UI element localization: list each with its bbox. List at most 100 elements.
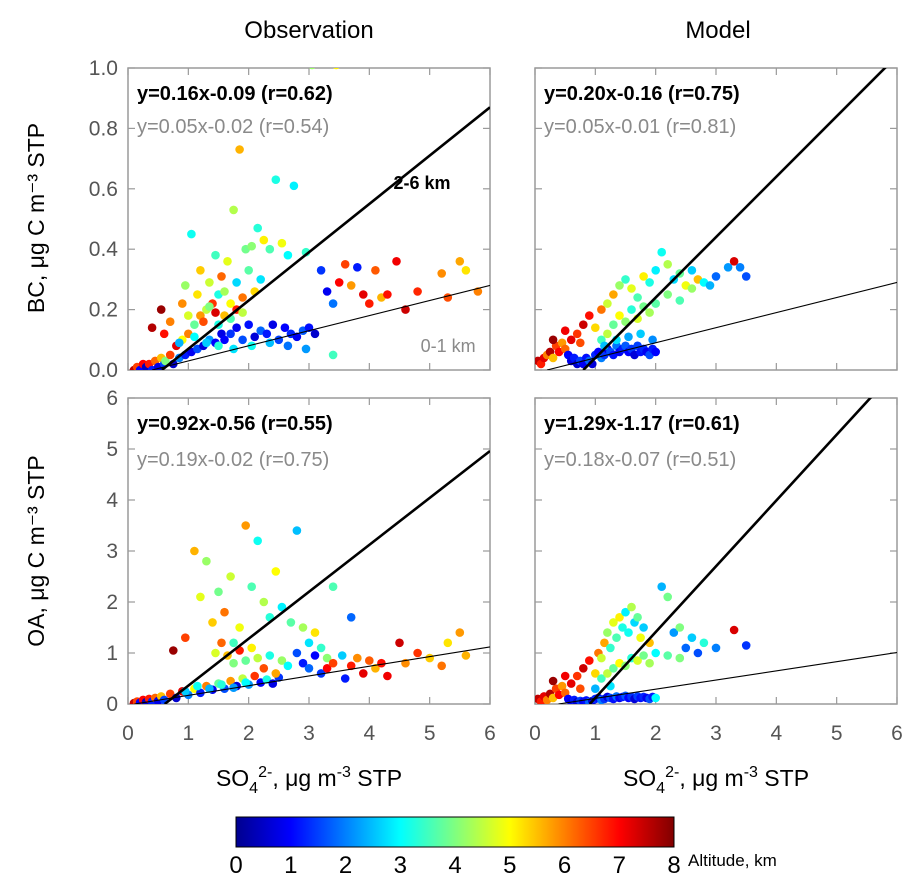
x-tick-label: 2	[243, 722, 255, 745]
fit-lines	[134, 449, 490, 704]
colorbar-tick-label: 1	[284, 852, 297, 877]
data-point	[645, 278, 654, 287]
data-point	[681, 643, 691, 653]
data-point	[741, 272, 751, 281]
data-point	[247, 643, 256, 653]
data-point	[184, 311, 193, 320]
data-point	[687, 284, 697, 293]
data-point	[308, 68, 316, 70]
data-point	[292, 526, 302, 535]
colorbar-tick-label: 4	[448, 852, 461, 877]
data-point	[576, 338, 585, 348]
data-point	[639, 272, 648, 281]
data-point	[576, 684, 585, 693]
data-point	[253, 536, 262, 546]
data-point	[359, 669, 368, 678]
colorbar-label: Altitude, km	[688, 851, 777, 870]
fit-line-low-altitude	[546, 281, 897, 370]
data-point	[322, 653, 332, 663]
data-point	[178, 299, 187, 308]
data-point	[639, 623, 648, 632]
data-point	[277, 656, 287, 665]
data-point	[199, 317, 208, 327]
data-point	[675, 296, 685, 305]
data-point	[238, 293, 247, 302]
data-point	[557, 681, 567, 691]
x-tick-labels: 0 1 2 3 4 5 6	[122, 722, 496, 745]
data-point	[223, 257, 232, 266]
data-point	[597, 305, 606, 314]
data-point	[283, 341, 293, 351]
colorbar-gradient	[235, 816, 675, 848]
data-point	[413, 648, 422, 658]
data-point	[259, 664, 269, 673]
data-point	[443, 638, 453, 648]
data-point	[229, 638, 238, 648]
data-point	[609, 320, 618, 330]
data-point	[271, 669, 281, 678]
fit-lines	[546, 68, 897, 370]
data-point	[627, 602, 636, 612]
data-point	[265, 244, 275, 254]
data-point	[253, 653, 262, 663]
data-point	[603, 299, 612, 308]
data-point	[340, 674, 350, 683]
data-point	[437, 269, 447, 278]
data-point	[337, 651, 347, 660]
scatter-points	[535, 247, 751, 369]
data-point	[455, 628, 465, 637]
data-point	[304, 664, 314, 673]
data-point	[217, 638, 226, 648]
y-tick-label: 2	[106, 591, 118, 614]
y-tick-label: 0	[106, 693, 118, 716]
data-point	[211, 648, 220, 658]
data-point	[437, 661, 447, 671]
data-point	[624, 628, 633, 637]
panel-model-oa: 0 1 2 3 4 5 6 y=1.29x-1.17 (r=0.61) y=0.18x-0.…	[529, 397, 903, 797]
data-point	[609, 664, 618, 673]
data-point	[220, 335, 229, 345]
fit-equation-high: y=0.16x-0.09 (r=0.62)	[137, 83, 333, 105]
data-point	[621, 607, 630, 617]
data-point	[627, 284, 636, 293]
data-point	[383, 671, 392, 681]
data-point	[699, 638, 709, 648]
x-axis-label: SO42-, μg m-3 STP	[623, 764, 809, 797]
panel-observation-oa: OA, μg C m⁻³ STP 0 1 2 3 4 5 6 0 1 2 3 4 5 6 y=0.92x…	[23, 387, 496, 797]
data-point	[165, 689, 175, 699]
data-point	[645, 308, 654, 317]
data-point	[651, 648, 660, 658]
data-point	[328, 299, 338, 308]
data-point	[271, 567, 281, 576]
colorbar-tick-label: 8	[667, 852, 680, 877]
data-point	[250, 332, 259, 342]
data-point	[413, 287, 422, 296]
data-point	[566, 335, 576, 345]
scatter-points	[129, 521, 471, 704]
data-point	[241, 521, 250, 530]
axis-ticks	[534, 67, 898, 371]
fit-line-high-altitude	[161, 106, 490, 370]
data-point	[301, 344, 311, 354]
data-point	[229, 658, 238, 668]
x-tick-label: 5	[831, 722, 843, 745]
data-point	[156, 305, 166, 314]
data-point	[196, 266, 205, 275]
axis-ticks	[127, 397, 491, 705]
data-point	[572, 329, 582, 339]
data-point	[235, 145, 244, 154]
data-point	[615, 613, 624, 622]
data-point	[211, 308, 220, 317]
data-point	[606, 643, 615, 653]
data-point	[205, 278, 214, 287]
data-point	[159, 329, 169, 339]
data-point	[226, 676, 235, 686]
data-point	[277, 602, 287, 612]
data-point	[359, 290, 368, 299]
data-point	[268, 320, 278, 330]
y-tick-label: 3	[106, 540, 118, 563]
fit-equation-low: y=0.05x-0.02 (r=0.54)	[137, 116, 329, 138]
data-point	[271, 175, 281, 184]
data-point	[624, 332, 633, 342]
